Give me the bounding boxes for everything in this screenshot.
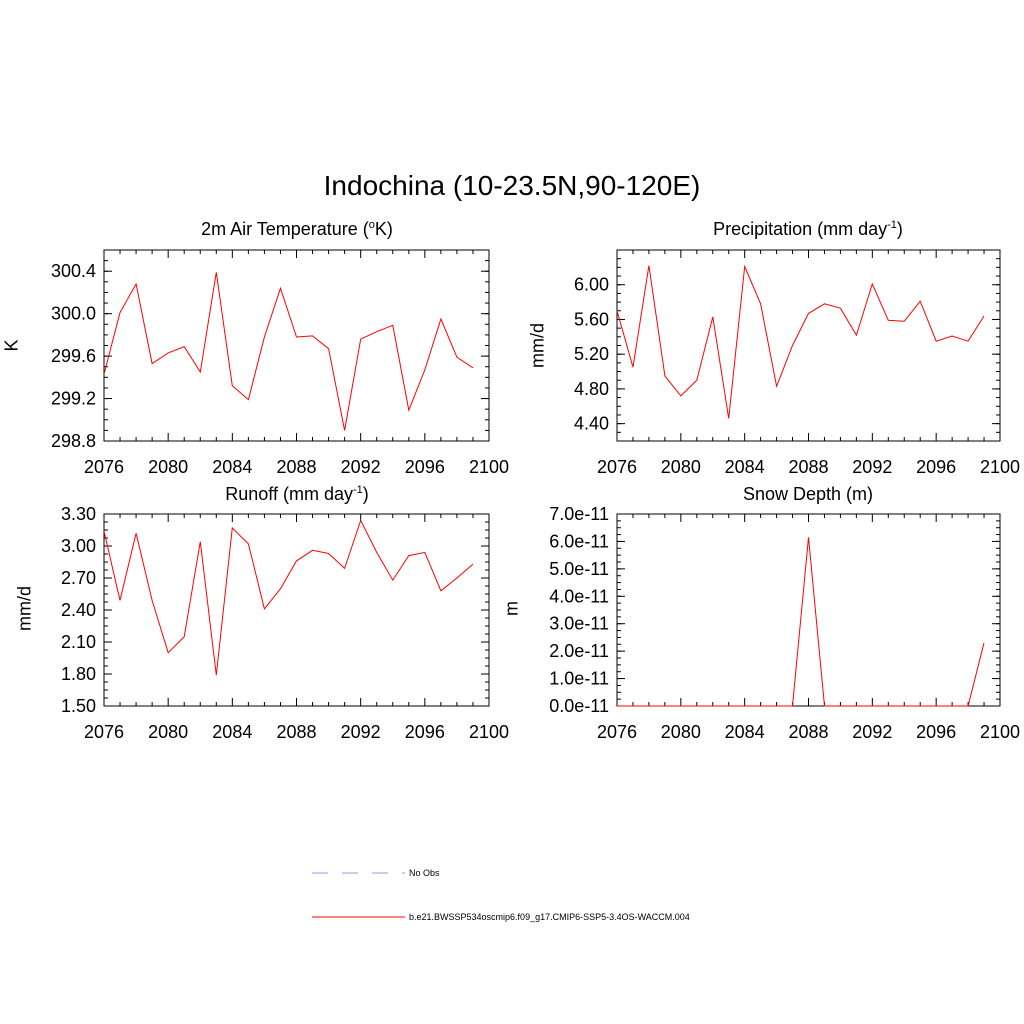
y-tick-label: 4.40 [574,414,609,434]
x-tick-label: 2088 [788,457,828,477]
legend [312,872,405,918]
x-tick-label: 2092 [341,722,381,742]
panel-title-text: Runoff (mm day [225,484,353,504]
x-tick-label: 2084 [212,722,252,742]
x-tick-label: 2080 [661,457,701,477]
series-line [103,519,474,676]
y-tick-label: 1.50 [61,696,96,716]
series-line [616,264,985,419]
x-tick-label: 2100 [469,457,509,477]
y-tick-label: 2.0e-11 [549,641,609,661]
x-tick-label: 2084 [725,722,765,742]
series-line [103,272,474,431]
y-tick-label: 298.8 [51,431,96,451]
panel-title-text: Precipitation (mm day [713,219,888,239]
y-tick-label: 0.0e-11 [549,696,609,716]
x-tick-label: 2100 [469,722,509,742]
x-tick-label: 2076 [84,722,124,742]
y-tick-label: 3.00 [61,536,96,556]
x-tick-label: 2092 [852,722,892,742]
panel-title-sup: -1 [887,219,897,231]
x-tick-label: 2100 [980,457,1020,477]
x-tick-label: 2080 [148,457,188,477]
x-tick-label: 2096 [405,457,445,477]
plot-frame [103,249,490,442]
x-tick-label: 2076 [597,457,637,477]
x-tick-label: 2076 [597,722,637,742]
y-tick-label: 3.0e-11 [549,614,609,634]
panel-title-runoff: Runoff (mm day-1) [87,484,507,505]
y-tick-label: 5.60 [574,309,609,329]
panel-title-sup: -1 [352,484,363,496]
y-tick-label: 300.0 [51,304,96,324]
plot-runoff: 2076 2080 2084 2088 2092 2096 2100 1.50 1.80 2.10… [61,504,509,742]
panel-title-after: ) [896,219,903,239]
y-tick-label: 4.80 [574,379,609,399]
legend-label-no-obs: No Obs [409,868,440,878]
plot-frame [103,513,490,707]
x-tick-label: 2092 [341,457,381,477]
y-tick-label: 2.40 [61,600,96,620]
plot-frame [616,513,1001,707]
panel-title-after: ) [362,484,369,504]
series-line [617,537,985,707]
plot-snow-depth: 2076 2080 2084 2088 2092 2096 2100 0.0e-11 1.0e-… [549,504,1020,742]
panel-title-text: 2m Air Temperature ( [201,219,369,239]
x-tick-label: 2096 [916,457,956,477]
panel-title-after: K) [374,219,393,239]
y-tick-label: 6.0e-11 [549,531,609,551]
x-tick-label: 2084 [725,457,765,477]
x-tick-label: 2092 [852,457,892,477]
x-tick-label: 2076 [84,457,124,477]
y-tick-label: 7.0e-11 [549,504,609,524]
legend-label-model: b.e21.BWSSP534oscmip6.f09_g17.CMIP6-SSP5… [409,912,690,922]
y-tick-label: 3.30 [61,504,96,524]
panel-title-sup: o [368,219,375,231]
x-tick-label: 2080 [661,722,701,742]
x-tick-label: 2088 [276,457,316,477]
x-tick-label: 2100 [980,722,1020,742]
plot-frame [616,249,1001,442]
x-tick-label: 2084 [212,457,252,477]
x-tick-label: 2088 [788,722,828,742]
panel-title-snow-depth: Snow Depth (m) [598,484,1018,505]
y-tick-label: 299.2 [51,389,96,409]
y-tick-label: 6.00 [574,275,609,295]
y-tick-label: 1.80 [61,664,96,684]
y-tick-label: 4.0e-11 [549,586,609,606]
y-tick-label: 2.10 [61,632,96,652]
plot-precipitation: 2076 2080 2084 2088 2092 2096 2100 4.40 4.80 5.20… [574,249,1020,477]
x-tick-label: 2096 [405,722,445,742]
x-tick-label: 2096 [916,722,956,742]
y-tick-label: 299.6 [51,346,96,366]
y-tick-label: 1.0e-11 [549,669,609,689]
plot-temperature: 2076 2080 2084 2088 2092 2096 2100 298.8 299.2 29… [51,249,509,477]
y-tick-label: 5.0e-11 [549,559,609,579]
x-tick-label: 2088 [276,722,316,742]
y-tick-label: 300.4 [51,261,96,281]
figure-title: Indochina (10-23.5N,90-120E) [323,170,701,201]
panel-title-precipitation: Precipitation (mm day-1) [598,219,1018,240]
x-tick-label: 2080 [148,722,188,742]
panel-title-temperature: 2m Air Temperature (oK) [87,219,507,240]
panel-title-text: Snow Depth (m) [742,484,874,504]
y-tick-label: 2.70 [61,568,96,588]
y-tick-label: 5.20 [574,344,609,364]
